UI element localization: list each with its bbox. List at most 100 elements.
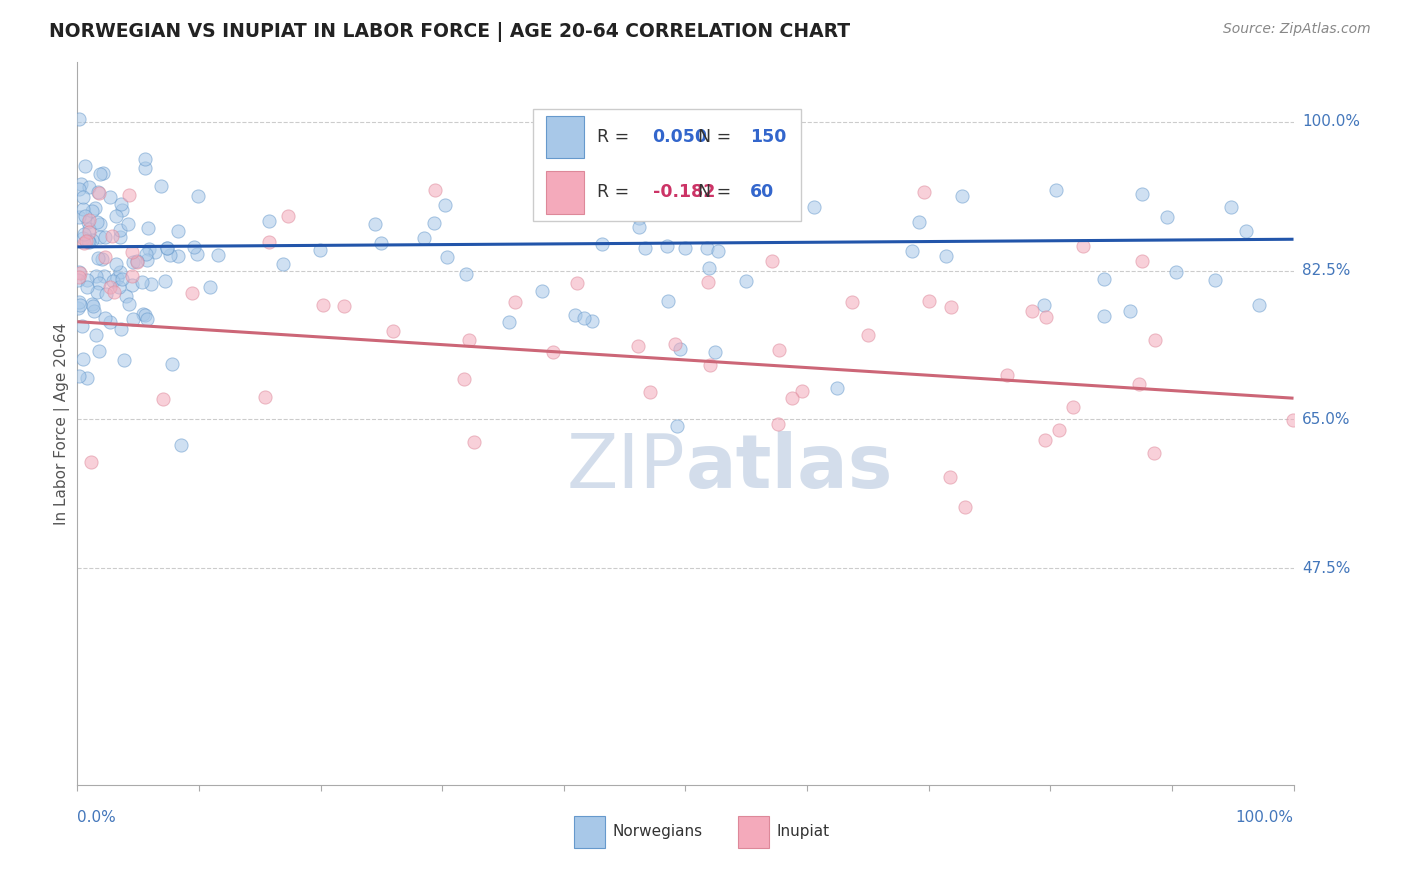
- Point: [134, 308, 156, 322]
- Text: -0.182: -0.182: [652, 184, 716, 202]
- Text: N =: N =: [697, 128, 737, 146]
- Point: [76, 371, 98, 385]
- Point: [72, 202, 94, 216]
- Point: [1118, 304, 1140, 318]
- Point: [1062, 400, 1084, 414]
- Point: [89, 217, 111, 231]
- Point: [673, 241, 696, 255]
- Point: [463, 435, 485, 450]
- Point: [1021, 304, 1043, 318]
- Point: [707, 244, 730, 258]
- Point: [98, 190, 121, 204]
- Point: [103, 285, 125, 299]
- Point: [77, 180, 100, 194]
- Point: [574, 310, 596, 325]
- Point: [110, 196, 132, 211]
- Point: [1282, 413, 1305, 427]
- Point: [77, 222, 100, 236]
- Point: [135, 252, 157, 267]
- Point: [564, 308, 586, 322]
- Point: [1033, 433, 1056, 447]
- Point: [98, 280, 121, 294]
- Point: [115, 289, 138, 303]
- Point: [118, 187, 141, 202]
- Text: Norwegians: Norwegians: [613, 824, 703, 839]
- Point: [792, 384, 814, 398]
- Text: atlas: atlas: [686, 431, 893, 504]
- Point: [69, 298, 91, 312]
- Point: [104, 257, 127, 271]
- Point: [166, 224, 188, 238]
- Point: [159, 248, 181, 262]
- Point: [591, 237, 613, 252]
- Text: N =: N =: [697, 184, 737, 202]
- Point: [200, 280, 222, 294]
- Point: [84, 202, 107, 216]
- Point: [86, 252, 108, 266]
- Point: [112, 352, 135, 367]
- Point: [907, 215, 929, 229]
- Point: [633, 176, 655, 190]
- Point: [67, 112, 90, 126]
- Point: [134, 152, 156, 166]
- Point: [633, 241, 655, 255]
- Point: [125, 254, 148, 268]
- Point: [453, 372, 475, 386]
- Point: [271, 257, 294, 271]
- Point: [364, 218, 387, 232]
- Point: [696, 276, 718, 290]
- Point: [104, 209, 127, 223]
- FancyBboxPatch shape: [533, 110, 801, 221]
- Point: [308, 244, 330, 258]
- Point: [121, 278, 143, 293]
- Point: [86, 215, 108, 229]
- Point: [77, 225, 100, 239]
- Point: [125, 255, 148, 269]
- Point: [253, 390, 276, 404]
- Text: 82.5%: 82.5%: [1302, 263, 1350, 278]
- Point: [1132, 187, 1154, 202]
- Text: 60: 60: [749, 184, 775, 202]
- Point: [825, 380, 848, 394]
- Point: [91, 166, 114, 180]
- Point: [657, 293, 679, 308]
- Point: [75, 234, 97, 248]
- Point: [697, 260, 720, 275]
- Point: [139, 277, 162, 291]
- Point: [138, 242, 160, 256]
- Point: [89, 186, 111, 200]
- Point: [138, 221, 160, 235]
- Point: [591, 192, 613, 206]
- Point: [82, 203, 104, 218]
- Point: [180, 285, 202, 300]
- Point: [1143, 446, 1166, 460]
- Point: [66, 273, 89, 287]
- Point: [131, 275, 153, 289]
- Point: [780, 391, 803, 405]
- Point: [131, 307, 153, 321]
- Point: [696, 241, 718, 255]
- Text: Source: ZipAtlas.com: Source: ZipAtlas.com: [1223, 22, 1371, 37]
- Point: [454, 267, 477, 281]
- Point: [1032, 297, 1054, 311]
- Point: [69, 266, 91, 280]
- Point: [186, 247, 208, 261]
- Text: R =: R =: [596, 184, 634, 202]
- Point: [531, 284, 554, 298]
- Point: [135, 247, 157, 261]
- Point: [153, 275, 176, 289]
- Point: [67, 210, 90, 224]
- Point: [734, 274, 756, 288]
- Point: [1164, 265, 1187, 279]
- Point: [67, 269, 90, 284]
- Point: [80, 296, 103, 310]
- Text: Inupiat: Inupiat: [776, 824, 830, 839]
- Point: [111, 202, 134, 217]
- Point: [1247, 298, 1270, 312]
- Point: [560, 168, 582, 182]
- Point: [1045, 183, 1067, 197]
- Point: [84, 268, 107, 283]
- Point: [118, 297, 141, 311]
- FancyBboxPatch shape: [546, 116, 585, 158]
- Point: [89, 168, 111, 182]
